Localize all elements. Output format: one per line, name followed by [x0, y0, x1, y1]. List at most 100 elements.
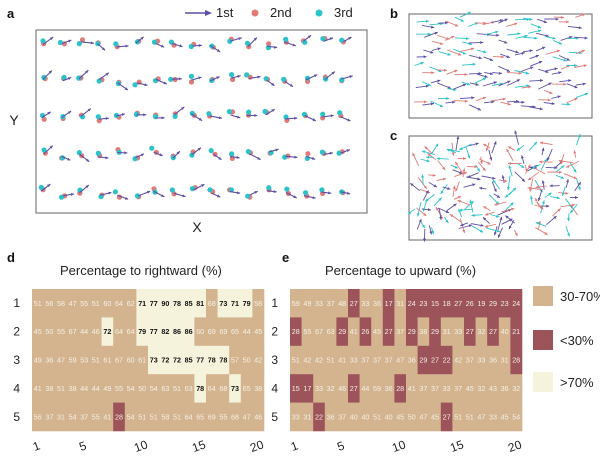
heatmap-d-cell: [136, 289, 149, 318]
heatmap-d-cell-label: 53: [80, 356, 88, 365]
legend-a: 1st 2nd 3rd: [185, 5, 353, 20]
heatmap-e-cell-label: 51: [327, 356, 335, 365]
heatmap-d-cell: [113, 289, 126, 318]
heatmap-d-cell: [217, 345, 230, 375]
flow-arrow-b-head: [514, 22, 518, 26]
flow-arrow-c-head: [577, 134, 581, 138]
panel-a-ylabel: Y: [9, 112, 19, 128]
flow-arrow-c-head: [492, 176, 496, 180]
marker-2nd: [305, 151, 311, 157]
arrow-1st-head: [87, 108, 91, 112]
flow-arrow-c-head: [463, 157, 467, 160]
flow-arrow-b-head: [563, 82, 567, 86]
arrow-1st-head: [238, 37, 242, 41]
heatmap-e-cell: [382, 289, 395, 318]
flow-arrow-c-head: [456, 136, 460, 140]
heatmap-e-cell: [440, 345, 453, 375]
marker-3rd: [153, 78, 159, 84]
marker-3rd: [207, 187, 213, 193]
heatmap-e-cell-label: 54: [512, 412, 520, 421]
heatmap-d-cell-label: 45: [254, 327, 262, 336]
heatmap-d-cell: [90, 374, 102, 403]
legend-dot-3rd: [315, 9, 323, 17]
heatmap-d-cell-label: 69: [208, 327, 216, 336]
flow-arrow-b-head: [493, 81, 497, 85]
heatmap-e-cell-label: 28: [396, 384, 404, 393]
flow-arrow-c-head: [499, 216, 503, 221]
flow-arrow-c-head: [418, 219, 422, 223]
heatmap-e-cell: [464, 402, 476, 432]
heatmap-e-cell: [510, 317, 523, 347]
heatmap-e-cell: [324, 374, 337, 403]
flow-arrow-b-head: [504, 18, 508, 22]
heatmap-e-cell-label: 32: [327, 384, 335, 393]
panel-label-c: c: [390, 128, 397, 143]
heatmap-e-cell: [371, 345, 384, 375]
heatmap-e-cell-label: 24: [512, 299, 520, 308]
flow-arrow-c-head: [469, 199, 473, 203]
legend-label-2nd: 2nd: [270, 5, 292, 20]
heatmap-d-cell: [194, 289, 207, 318]
heatmap-d-cell-label: 46: [254, 412, 262, 421]
heatmap-e-cell-label: 40: [501, 327, 509, 336]
heatmap-d-cell: [124, 402, 137, 432]
flow-arrow-b-head: [518, 71, 522, 75]
flow-arrow-c-head: [457, 200, 461, 203]
flow-arrow-c-head: [458, 208, 462, 213]
arrow-1st-head: [314, 74, 318, 78]
flow-arrow-c-head: [424, 146, 428, 150]
flow-arrow-b-head: [478, 56, 482, 60]
heatmap-e-cell-label: 50: [408, 412, 416, 421]
heatmap-d-cell-label: 81: [196, 299, 204, 308]
flow-arrow-b-head: [584, 36, 588, 40]
heatmap-e-cell: [313, 402, 326, 432]
heatmap-e-cell: [290, 374, 302, 403]
flow-arrow-c-head: [474, 165, 478, 169]
legend-arrow-marker: [185, 10, 212, 16]
heatmap-e-cell-label: 32: [477, 327, 485, 336]
heatmap-e-cell-label: 33: [315, 299, 323, 308]
heatmap-e-cell: [406, 289, 418, 318]
flow-arrow-b-head: [490, 72, 494, 76]
flow-arrow-c-head: [425, 198, 429, 202]
arrow-1st-head: [67, 111, 72, 114]
heatmap-e-cell-label: 51: [373, 412, 381, 421]
flow-arrow-b-head: [549, 91, 553, 94]
flow-arrow-c-head: [427, 153, 431, 157]
heatmap-d-cell: [206, 402, 218, 432]
flow-arrow-b-head: [537, 25, 541, 29]
heatmap-d-cell: [159, 402, 172, 432]
heatmap-e-cell-label: 36: [489, 356, 497, 365]
heatmap-e-cell: [406, 402, 418, 432]
marker-3rd: [282, 154, 288, 160]
flow-arrow-c-head: [477, 168, 480, 172]
heatmap-d-cell: [148, 317, 160, 347]
flow-arrow-b-head: [430, 50, 434, 54]
flow-arrow-c-head: [521, 155, 524, 159]
flow-arrow-c-head: [410, 183, 414, 187]
heatmap-e-cell: [487, 289, 500, 318]
flow-arrow-c-head: [496, 229, 500, 233]
heatmap-e-cell: [301, 289, 314, 318]
marker-3rd: [226, 109, 232, 115]
heatmap-e-cell: [290, 289, 302, 318]
heatmap-d-cell-label: 86: [173, 327, 181, 336]
heatmap-d-cell: [194, 317, 207, 347]
flow-arrow-b-head: [556, 49, 560, 53]
flow-arrow-b-head: [499, 19, 503, 22]
arrow-1st-head: [90, 41, 94, 45]
arrow-1st-head: [312, 118, 316, 121]
flow-arrow-c-head: [459, 208, 463, 212]
arrow-1st-head: [67, 157, 71, 161]
flow-arrow-b-head: [452, 100, 456, 104]
heatmap-d-cell-label: 77: [150, 327, 158, 336]
heatmap-e-cell: [336, 317, 349, 347]
heatmap-e-cell: [324, 317, 337, 347]
heatmap-d-ytick: 3: [13, 353, 20, 367]
flow-arrow-b-head: [529, 49, 533, 53]
heatmap-e-cell-label: 44: [361, 384, 369, 393]
heatmap-d-title: Percentage to rightward (%): [60, 263, 222, 278]
arrow-1st-head: [217, 194, 221, 198]
heatmap-d-cell: [194, 374, 207, 403]
heatmap-d-cell-label: 65: [243, 384, 251, 393]
